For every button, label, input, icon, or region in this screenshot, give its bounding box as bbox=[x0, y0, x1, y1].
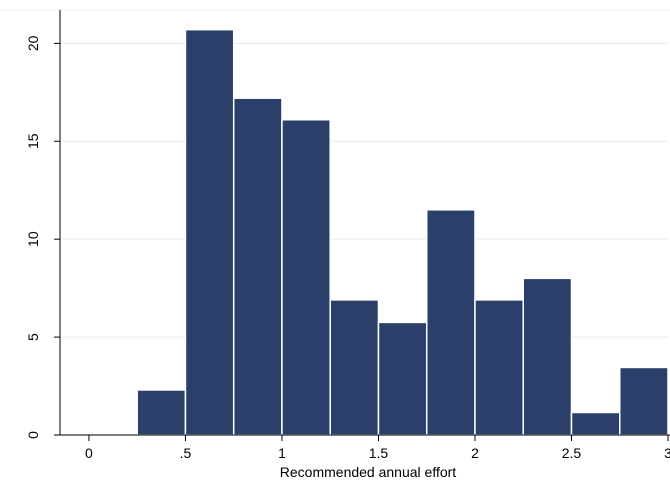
x-tick-label-2: 1 bbox=[278, 445, 286, 461]
histogram-bar-4 bbox=[329, 299, 380, 436]
histogram-bar-7 bbox=[474, 299, 524, 436]
histogram-bar-3 bbox=[281, 118, 331, 436]
x-tick-label-3: 1.5 bbox=[369, 445, 389, 461]
histogram-bar-5 bbox=[377, 321, 428, 436]
y-tick-label-1: 5 bbox=[25, 333, 41, 341]
histogram-bar-9 bbox=[570, 411, 621, 436]
x-tick-label-5: 2.5 bbox=[562, 445, 582, 461]
x-tick-label-4: 2 bbox=[471, 445, 479, 461]
y-tick-label-2: 10 bbox=[25, 231, 41, 247]
x-tick-label-1: .5 bbox=[180, 445, 192, 461]
y-tick-label-0: 0 bbox=[25, 431, 41, 439]
x-axis-title: Recommended annual effort bbox=[280, 464, 457, 480]
axes bbox=[54, 10, 670, 441]
histogram-bar-2 bbox=[232, 97, 283, 436]
tick-labels: 0 5 10 15 20 0 .5 1 1.5 2 2.5 3 bbox=[25, 35, 670, 461]
histogram-bar-8 bbox=[522, 277, 573, 436]
bars bbox=[136, 28, 669, 436]
y-tick-label-4: 20 bbox=[25, 35, 41, 51]
x-tick-label-6: 3 bbox=[664, 445, 670, 461]
y-tick-label-3: 15 bbox=[25, 133, 41, 149]
histogram-bar-10 bbox=[618, 366, 669, 436]
x-tick-label-0: 0 bbox=[85, 445, 93, 461]
histogram-bar-1 bbox=[184, 28, 235, 436]
histogram-bar-0 bbox=[136, 389, 187, 436]
histogram-bar-6 bbox=[425, 209, 476, 436]
